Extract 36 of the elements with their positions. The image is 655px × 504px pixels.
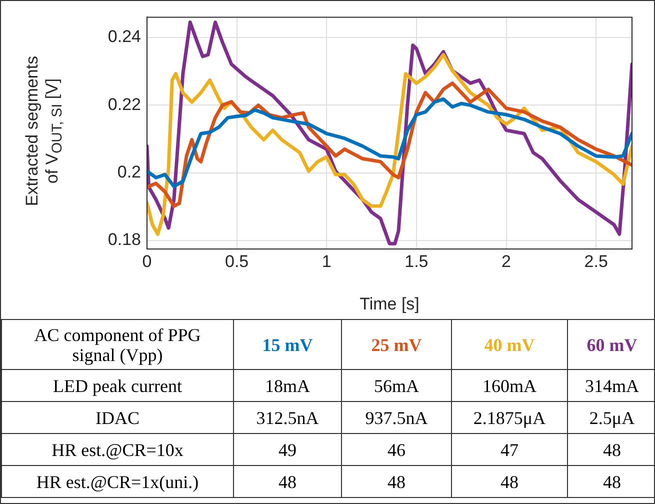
x-tick-label: 1 (322, 252, 332, 271)
y-tick-label: 0.24 (108, 27, 141, 46)
text: 937.5nA (342, 402, 452, 434)
text: 47 (452, 434, 568, 466)
text: 2.1875μA (452, 402, 568, 434)
text: 49 (234, 434, 342, 466)
text: 48 (452, 466, 568, 498)
text: 18mA (234, 370, 342, 402)
y-tick-label: 0.2 (117, 162, 141, 182)
text: 2.5μA (568, 402, 655, 434)
y-tick-label: 0.18 (108, 230, 141, 250)
text: 46 (342, 434, 452, 466)
text: 15 mV (234, 320, 342, 370)
text: 56mA (342, 370, 452, 402)
text: 48 (234, 466, 342, 498)
text: HR est.@CR=10x (2, 434, 234, 466)
x-tick-label: 1.5 (404, 252, 428, 271)
text: 40 mV (452, 320, 568, 370)
text: 48 (568, 434, 655, 466)
y-tick-label: 0.22 (108, 94, 141, 114)
x-tick-label: 0 (142, 252, 152, 271)
text: 160mA (452, 370, 568, 402)
text: AC component of PPG signal (Vpp) (2, 320, 234, 370)
x-axis-title: Time [s] (360, 294, 420, 314)
text: LED peak current (2, 370, 234, 402)
x-tick-label: 2.5 (584, 252, 608, 271)
text: 60 mV (568, 320, 655, 370)
x-tick-label: 0.5 (224, 252, 249, 271)
text: 25 mV (342, 320, 452, 370)
text: HR est.@CR=1x(uni.) (2, 466, 234, 498)
text: IDAC (2, 402, 234, 434)
x-tick-label: 2 (502, 252, 511, 271)
text: 48 (342, 466, 452, 498)
text: 48 (568, 466, 655, 498)
text: 314mA (568, 370, 655, 402)
text: 312.5nA (234, 402, 342, 434)
